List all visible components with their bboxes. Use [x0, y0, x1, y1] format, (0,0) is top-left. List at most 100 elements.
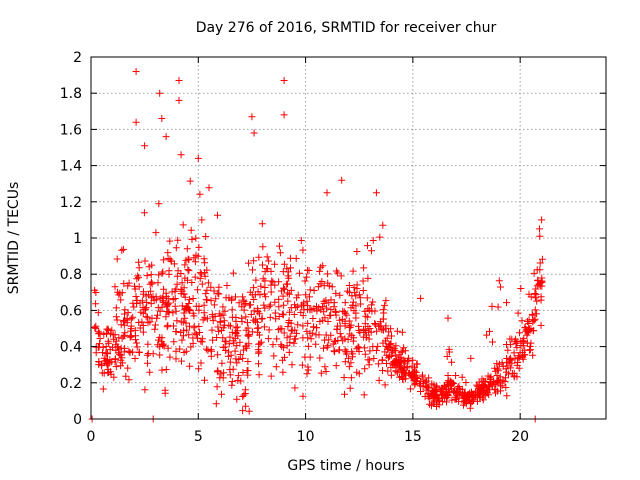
data-point	[234, 372, 242, 380]
data-point	[163, 323, 171, 331]
data-point	[476, 387, 484, 395]
data-point	[172, 328, 180, 336]
data-point	[271, 298, 279, 306]
data-point	[260, 323, 268, 331]
data-point	[173, 280, 181, 288]
data-point	[172, 355, 180, 363]
data-point	[127, 332, 135, 340]
data-point	[349, 267, 357, 275]
data-point	[182, 319, 190, 327]
data-point	[226, 333, 234, 341]
data-point	[375, 322, 383, 330]
data-point	[378, 356, 386, 364]
data-point	[252, 276, 260, 284]
data-point	[299, 312, 307, 320]
data-point	[148, 278, 155, 286]
data-point	[259, 261, 266, 269]
data-point	[486, 327, 493, 335]
data-point	[156, 294, 164, 302]
data-point	[424, 389, 432, 397]
data-point	[132, 293, 140, 300]
data-point	[262, 293, 270, 301]
data-point	[208, 326, 216, 334]
data-point	[182, 347, 190, 355]
data-point	[119, 245, 127, 253]
data-point	[301, 277, 309, 285]
data-point	[419, 383, 427, 391]
data-point	[267, 372, 275, 380]
data-point	[285, 290, 293, 298]
data-point	[139, 328, 147, 336]
data-point	[359, 287, 367, 294]
data-point	[143, 299, 151, 306]
data-point	[207, 352, 215, 360]
data-point	[257, 338, 265, 346]
data-point	[322, 304, 330, 312]
data-point	[332, 267, 340, 275]
data-point	[225, 348, 233, 356]
data-point	[324, 318, 332, 325]
data-point	[410, 376, 418, 384]
data-point	[180, 284, 188, 292]
data-point	[510, 349, 518, 357]
data-point	[345, 363, 353, 371]
data-point	[361, 365, 369, 373]
data-point	[147, 271, 155, 279]
data-point	[112, 363, 120, 371]
data-point	[158, 366, 166, 374]
data-point	[172, 347, 180, 355]
data-point	[359, 277, 367, 285]
data-point	[372, 189, 380, 197]
data-point	[298, 361, 306, 369]
data-point	[185, 267, 193, 275]
data-point	[171, 287, 179, 295]
data-point	[444, 314, 452, 322]
data-point	[171, 295, 179, 302]
data-point	[337, 333, 345, 341]
data-point	[374, 360, 382, 368]
data-point	[280, 285, 288, 293]
data-point	[245, 332, 253, 340]
data-point	[135, 264, 143, 272]
data-point	[185, 331, 193, 339]
data-point	[402, 371, 410, 379]
data-point	[248, 113, 256, 121]
data-point	[518, 317, 526, 325]
data-point	[413, 360, 421, 368]
data-point	[488, 302, 496, 310]
data-point	[355, 291, 363, 299]
data-point	[177, 318, 185, 326]
x-tick-label: 5	[194, 429, 203, 445]
data-point	[271, 260, 279, 268]
data-point	[327, 331, 335, 339]
data-point	[368, 301, 375, 309]
data-point	[439, 384, 447, 392]
data-point	[303, 370, 311, 378]
data-point	[285, 319, 293, 327]
data-point	[265, 257, 273, 265]
data-point	[221, 307, 229, 315]
data-point	[139, 303, 147, 311]
data-point	[332, 289, 340, 297]
data-point	[141, 142, 149, 150]
data-point	[486, 376, 494, 383]
data-point	[290, 339, 298, 347]
y-tick-label: 0.8	[60, 267, 82, 283]
data-point	[99, 343, 107, 351]
data-point	[514, 359, 522, 366]
data-point	[174, 236, 182, 244]
data-point	[233, 395, 241, 403]
data-point	[250, 257, 258, 265]
data-point	[303, 273, 311, 281]
data-point	[318, 278, 326, 285]
data-point	[380, 309, 388, 317]
data-point	[147, 300, 155, 308]
data-point	[117, 351, 125, 359]
data-point	[312, 340, 320, 348]
data-point	[448, 358, 456, 366]
data-point	[227, 322, 234, 330]
data-point	[240, 346, 248, 354]
data-point	[169, 309, 177, 317]
data-point	[270, 352, 278, 360]
data-point	[198, 338, 206, 346]
